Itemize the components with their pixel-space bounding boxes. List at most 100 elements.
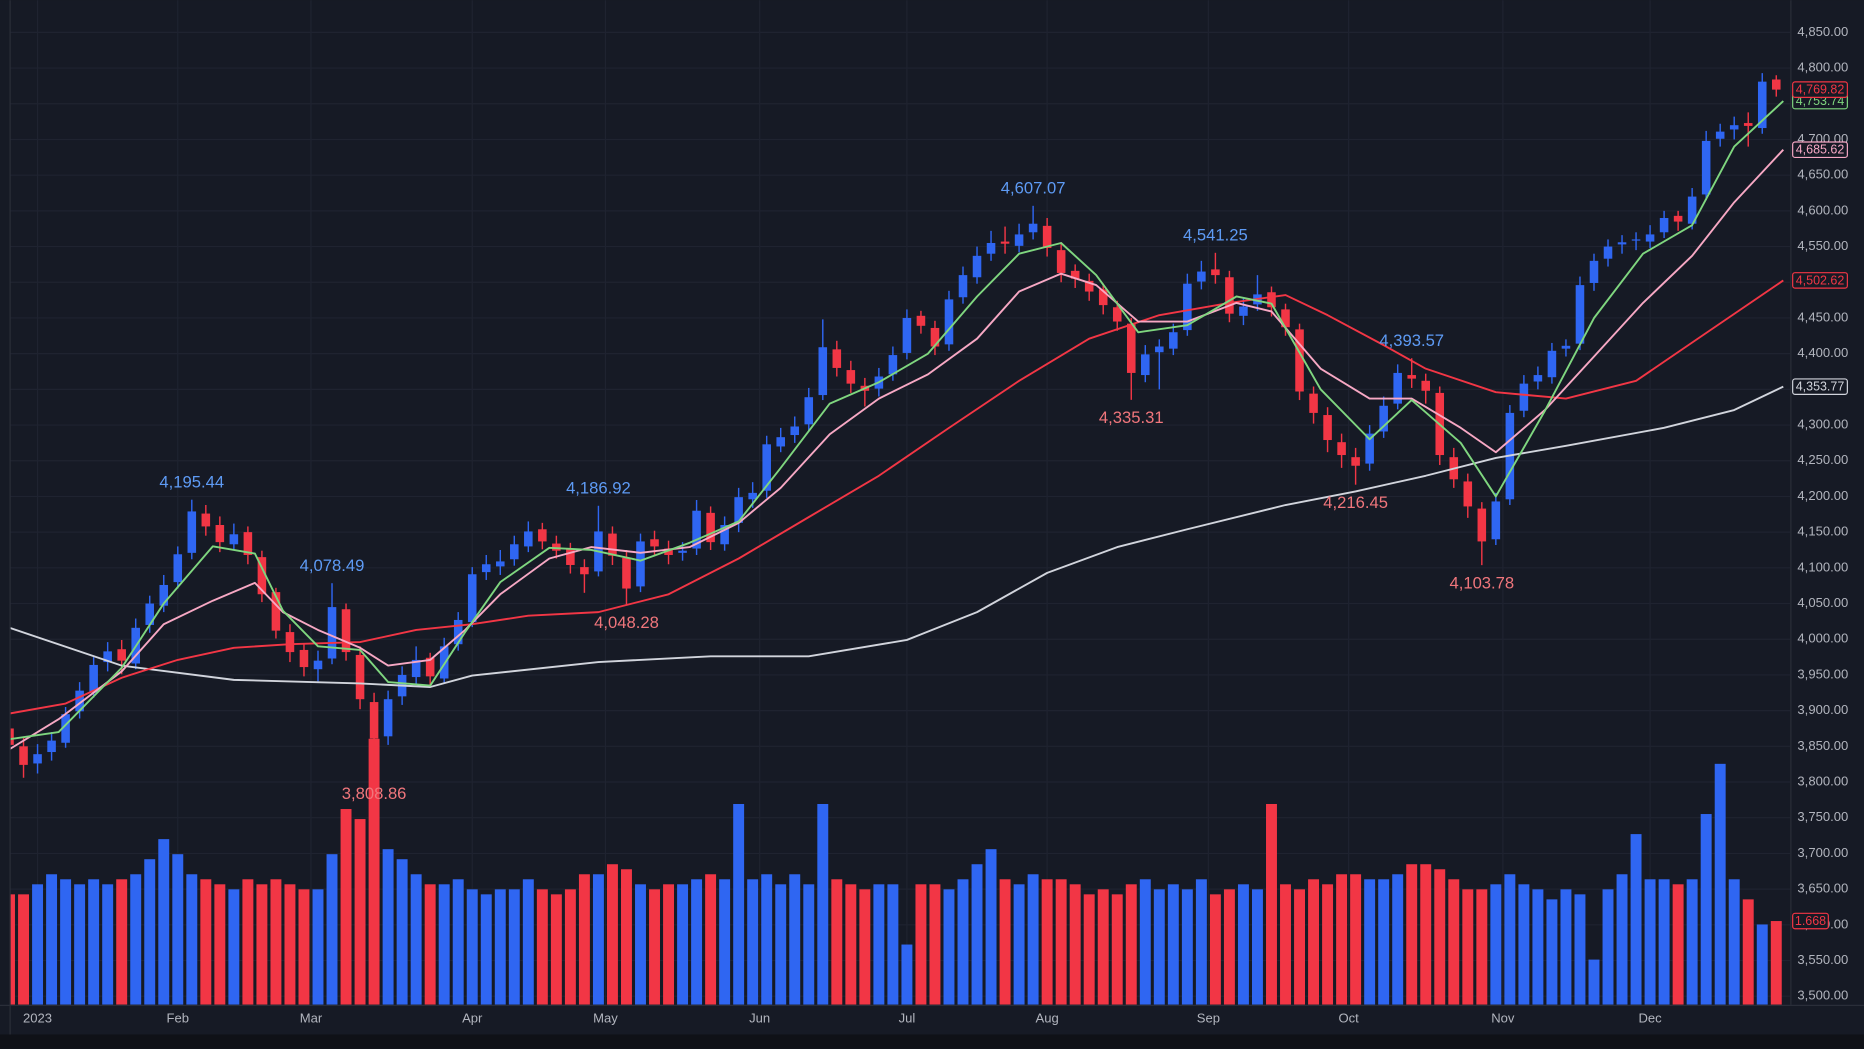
price-annotation: 4,393.57 bbox=[1379, 331, 1444, 350]
y-tick-label: 4,000.00 bbox=[1797, 631, 1848, 646]
candle-body bbox=[1687, 196, 1697, 224]
volume-bar bbox=[1097, 889, 1109, 1005]
candle-body bbox=[944, 299, 954, 345]
candle-body bbox=[453, 619, 463, 645]
volume-bar bbox=[1406, 864, 1418, 1005]
volume-bar bbox=[522, 879, 534, 1005]
volume-bar bbox=[480, 894, 492, 1005]
moving-average bbox=[9, 279, 1784, 715]
volume-bar bbox=[1434, 869, 1446, 1005]
price-annotation: 4,078.49 bbox=[300, 556, 365, 575]
volume-bar bbox=[985, 849, 997, 1005]
volume-bar bbox=[172, 854, 184, 1005]
y-tick-label: 3,800.00 bbox=[1797, 773, 1848, 788]
volume-bar bbox=[1223, 889, 1235, 1005]
candle-body bbox=[664, 548, 673, 555]
candle-body bbox=[355, 654, 365, 700]
axes: 3,500.003,550.003,600.003,650.003,700.00… bbox=[23, 24, 1848, 1026]
candle-body bbox=[510, 544, 519, 560]
candle-body bbox=[1351, 457, 1360, 466]
volume-bar bbox=[60, 879, 72, 1005]
candle-body bbox=[61, 714, 70, 743]
volume-bar bbox=[1504, 874, 1516, 1005]
x-tick-label: Oct bbox=[1338, 1010, 1359, 1025]
candle-body bbox=[1042, 225, 1052, 248]
volume-bar bbox=[1280, 884, 1291, 1005]
candle-body bbox=[1589, 260, 1599, 283]
volume-bar bbox=[592, 874, 604, 1005]
candle-body bbox=[1070, 270, 1080, 279]
volume-bar bbox=[635, 884, 646, 1005]
y-tick-label: 4,850.00 bbox=[1797, 24, 1848, 39]
candle-body bbox=[748, 492, 757, 500]
volume-bar bbox=[1294, 889, 1305, 1005]
volume-bar bbox=[1209, 894, 1221, 1005]
candle-body bbox=[1323, 415, 1332, 441]
candle-body bbox=[1757, 81, 1767, 129]
volume-bar bbox=[606, 864, 618, 1005]
candle-body bbox=[1421, 380, 1431, 391]
candle-body bbox=[19, 746, 28, 765]
volume-bar bbox=[102, 884, 114, 1005]
x-tick-label: Mar bbox=[300, 1010, 323, 1025]
volume-bar bbox=[228, 889, 240, 1005]
volume-bar bbox=[873, 884, 885, 1005]
candle-body bbox=[271, 592, 281, 631]
price-annotation: 3,808.86 bbox=[342, 784, 407, 803]
candle-body bbox=[930, 327, 940, 347]
volume-bar bbox=[508, 889, 520, 1005]
candle-body bbox=[1056, 250, 1066, 273]
candle-body bbox=[678, 550, 687, 553]
moving-average bbox=[9, 385, 1784, 688]
candle-body bbox=[1603, 246, 1613, 259]
volume-bar bbox=[88, 879, 100, 1005]
volume-bar bbox=[817, 803, 829, 1005]
candle-body bbox=[986, 242, 996, 254]
candle-body bbox=[187, 511, 197, 553]
candle-body bbox=[958, 275, 968, 298]
candle-body bbox=[1463, 481, 1473, 507]
candle-body bbox=[327, 607, 337, 659]
x-tick-label: Aug bbox=[1036, 1010, 1059, 1025]
candle-body bbox=[439, 646, 449, 679]
candle-body bbox=[467, 574, 477, 623]
x-tick-label: Dec bbox=[1638, 1010, 1662, 1025]
y-tick-label: 4,650.00 bbox=[1797, 167, 1848, 182]
volume-bar bbox=[1308, 879, 1320, 1005]
volume-bar bbox=[1181, 889, 1193, 1005]
candle-body bbox=[1379, 405, 1388, 432]
candle-body bbox=[1155, 346, 1164, 353]
volume-bar bbox=[396, 859, 408, 1005]
volume-bar bbox=[789, 874, 801, 1005]
candle-body bbox=[776, 437, 785, 447]
y-tick-label: 3,500.00 bbox=[1797, 988, 1848, 1003]
volume-bar bbox=[32, 884, 44, 1005]
volume-bar bbox=[1686, 879, 1698, 1005]
volume-bar bbox=[733, 803, 745, 1005]
volume-bar bbox=[1672, 884, 1684, 1005]
volume-bar bbox=[1756, 924, 1768, 1005]
candle-body bbox=[425, 657, 435, 677]
volume-bar bbox=[1322, 884, 1334, 1005]
volume-badge-box bbox=[1792, 912, 1829, 930]
volume-bar bbox=[1560, 889, 1572, 1005]
price-annotation: 4,216.45 bbox=[1323, 493, 1388, 512]
candle-body bbox=[89, 664, 98, 693]
candle-body bbox=[1309, 393, 1318, 413]
candle-body bbox=[1281, 309, 1290, 328]
volume-bar bbox=[214, 884, 226, 1005]
candle-body bbox=[1393, 372, 1402, 404]
volume-bar bbox=[158, 839, 170, 1005]
candle-body bbox=[285, 632, 295, 653]
volume-bar bbox=[1462, 889, 1474, 1005]
volume-bar bbox=[1392, 874, 1404, 1005]
volume-bar bbox=[901, 944, 913, 1005]
volume-bar bbox=[130, 874, 142, 1005]
x-tick-label: Apr bbox=[462, 1010, 483, 1025]
candle-body bbox=[650, 539, 659, 547]
volume-bar bbox=[466, 889, 478, 1005]
volume-bar bbox=[1027, 874, 1039, 1005]
candle-body bbox=[734, 497, 743, 523]
volume-bar bbox=[186, 874, 198, 1005]
